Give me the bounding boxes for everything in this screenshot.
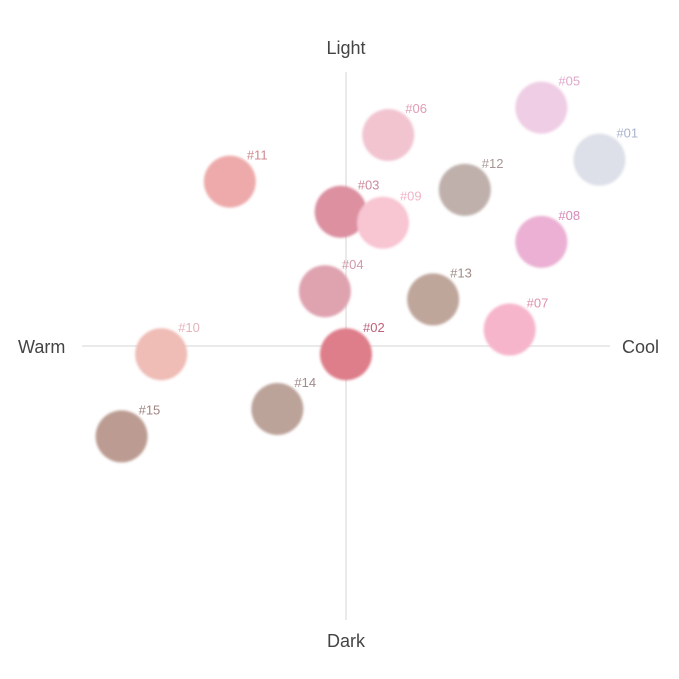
swatch-point [515, 81, 568, 134]
swatch-label: #03 [358, 178, 380, 193]
swatch-label: #10 [178, 320, 200, 335]
swatch-point [483, 303, 536, 356]
swatch-label: #11 [247, 148, 268, 163]
axis-label-warm: Warm [18, 337, 65, 357]
swatch-point [515, 215, 568, 268]
swatch-point [251, 383, 304, 436]
swatch-label: #08 [558, 208, 580, 223]
swatch-label: #09 [400, 189, 422, 204]
axis-label-light: Light [326, 38, 365, 58]
swatch-point [320, 328, 372, 381]
swatch-point [135, 328, 188, 381]
swatch-point [362, 109, 415, 162]
swatch-label: #05 [558, 74, 580, 89]
swatch-label: #04 [342, 257, 364, 272]
swatch-label: #01 [616, 126, 638, 141]
swatch-point [314, 185, 367, 238]
swatch-label: #15 [139, 402, 161, 417]
swatch-point [407, 273, 460, 326]
swatch-label: #13 [450, 265, 472, 280]
axis-label-cool: Cool [622, 337, 659, 357]
swatch-label: #14 [294, 375, 316, 390]
swatch-point [438, 163, 491, 216]
swatch-label: #12 [482, 156, 504, 171]
swatch-point [203, 155, 256, 208]
swatch-label: #06 [405, 101, 427, 116]
swatch-label: #02 [363, 320, 385, 335]
swatch-point [298, 265, 351, 318]
swatch-point [573, 133, 626, 186]
swatch-point [356, 196, 409, 249]
axis-label-dark: Dark [327, 631, 366, 651]
swatch-label: #07 [527, 296, 549, 311]
swatch-point [95, 410, 148, 463]
